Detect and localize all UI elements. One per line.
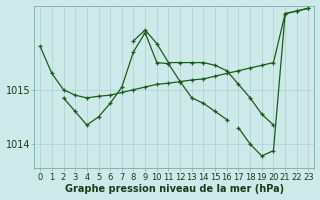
X-axis label: Graphe pression niveau de la mer (hPa): Graphe pression niveau de la mer (hPa) [65,184,284,194]
